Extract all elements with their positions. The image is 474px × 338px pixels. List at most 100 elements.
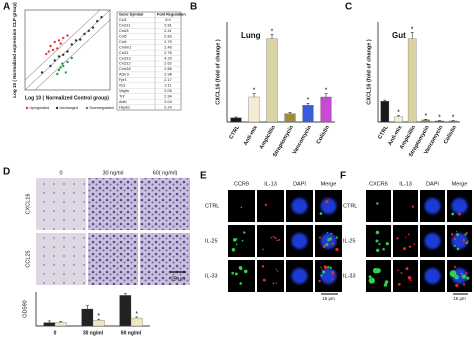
bar xyxy=(43,322,56,327)
signal xyxy=(456,247,460,251)
signal xyxy=(460,272,463,275)
significance-star: * xyxy=(411,26,414,33)
row-label: CXCL16 xyxy=(25,194,31,215)
signal xyxy=(278,239,281,241)
signal xyxy=(272,235,275,238)
micrograph xyxy=(393,190,418,222)
signal xyxy=(320,274,323,277)
table-cell: 2.98 xyxy=(164,73,171,77)
table-cell: Cxcl16 xyxy=(119,67,131,71)
signal xyxy=(460,276,463,278)
table-cell: 2.83 xyxy=(164,35,171,39)
signal xyxy=(239,282,243,285)
signal xyxy=(465,271,468,274)
scatter-point xyxy=(56,47,59,50)
scatter-point xyxy=(51,48,55,52)
x-tick-label: CTRL xyxy=(228,124,241,140)
signal xyxy=(383,283,388,287)
signal xyxy=(275,282,278,284)
scatter-point xyxy=(83,32,86,36)
scatter-point xyxy=(49,44,52,48)
scatter-point xyxy=(70,43,73,46)
signal xyxy=(453,238,456,240)
scatter-point xyxy=(70,56,73,60)
signal xyxy=(275,268,278,271)
signal xyxy=(400,272,403,275)
table-cell: 2.81 xyxy=(164,24,171,28)
table-cell: 2.46 xyxy=(164,45,171,49)
nucleus xyxy=(451,198,468,214)
scatter-point xyxy=(74,39,78,42)
scale-bar-label: 25 μm xyxy=(171,276,185,282)
error-bar xyxy=(123,293,127,296)
table-cell: Cxcl13 xyxy=(119,56,131,60)
table-cell: 2.17 xyxy=(164,78,171,82)
nucleus xyxy=(291,268,308,284)
signal xyxy=(413,243,416,245)
column-label: Merge xyxy=(452,181,468,187)
column-label: CXCR6 xyxy=(369,181,388,187)
signal xyxy=(319,212,323,215)
y-axis-label: OD590 xyxy=(22,300,28,317)
scatter-point xyxy=(49,64,52,68)
signal xyxy=(407,233,410,236)
signal xyxy=(264,203,268,207)
legend-marker xyxy=(25,106,29,110)
scatter-point xyxy=(66,50,69,53)
significance-star: * xyxy=(452,114,455,121)
signal xyxy=(270,236,273,239)
error-bar xyxy=(424,119,428,120)
bar xyxy=(394,116,403,123)
micrograph xyxy=(393,225,418,257)
significance-star: * xyxy=(97,313,100,320)
signal xyxy=(321,268,323,270)
scatter-point xyxy=(57,39,61,42)
x-tick-label: Ampicillin xyxy=(259,124,278,150)
signal xyxy=(277,270,279,272)
signal xyxy=(376,248,380,253)
signal xyxy=(262,248,264,251)
significance-star: * xyxy=(271,28,274,35)
scatter-point xyxy=(96,20,99,23)
micrograph xyxy=(36,178,86,230)
significance-star: * xyxy=(438,114,441,121)
signal xyxy=(331,242,335,246)
signal xyxy=(325,200,329,204)
bar xyxy=(320,96,332,123)
column-label: 0 xyxy=(59,170,62,176)
micrograph xyxy=(257,225,284,257)
error-bar xyxy=(252,93,256,97)
bar xyxy=(421,119,431,123)
signal xyxy=(272,282,275,285)
signal xyxy=(318,279,321,283)
signal xyxy=(398,283,401,286)
scatter-point xyxy=(66,60,69,64)
signal xyxy=(461,274,467,279)
row-label: CCL25 xyxy=(25,250,31,267)
scatter-point xyxy=(59,66,62,69)
table-cell: 2.62 xyxy=(164,62,171,66)
panel-letter: A xyxy=(3,2,10,13)
signal xyxy=(231,248,236,252)
table-cell: Cxcl12 xyxy=(119,62,131,66)
nucleus xyxy=(291,233,308,249)
signal xyxy=(322,244,326,248)
signal xyxy=(262,278,266,282)
signal xyxy=(335,236,338,239)
micrograph xyxy=(228,260,255,292)
signal xyxy=(462,238,466,242)
column-label: CCR9 xyxy=(234,181,249,187)
signal xyxy=(331,277,334,280)
signal xyxy=(384,280,389,284)
signal xyxy=(241,239,244,242)
error-bar xyxy=(59,321,63,323)
signal xyxy=(375,239,379,243)
table-cell: 4.29 xyxy=(164,56,171,60)
table-cell: Ccl5 xyxy=(119,35,127,39)
scatter-point xyxy=(91,26,95,29)
error-bar xyxy=(270,34,274,39)
table-cell: Ccl11 xyxy=(119,51,128,55)
signal xyxy=(331,271,335,275)
error-bar xyxy=(135,316,139,319)
